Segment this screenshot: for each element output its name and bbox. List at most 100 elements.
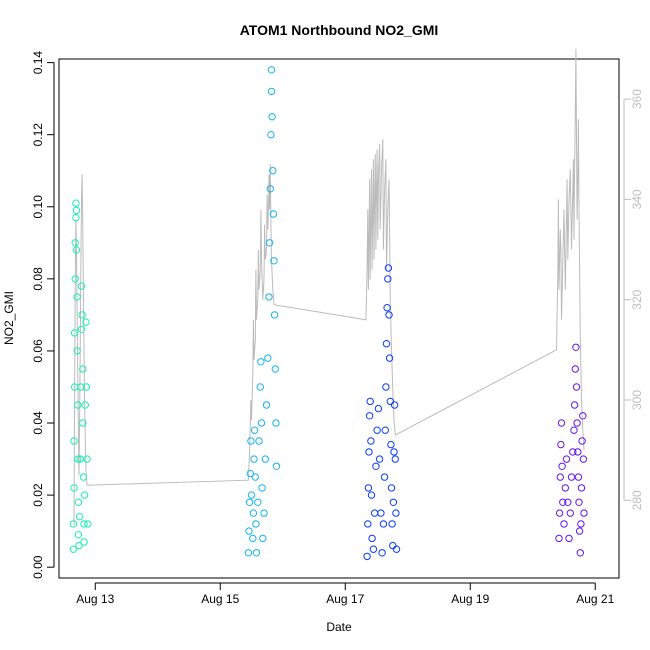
series-3 bbox=[363, 264, 401, 561]
data-point bbox=[78, 311, 86, 319]
data-point bbox=[74, 401, 82, 409]
data-point bbox=[71, 275, 79, 283]
data-point bbox=[579, 455, 588, 463]
data-point bbox=[565, 534, 573, 543]
data-point bbox=[364, 520, 372, 528]
x-tick-label: Aug 15 bbox=[201, 592, 239, 606]
data-point bbox=[391, 455, 399, 463]
y2-tick-label: 280 bbox=[630, 490, 644, 510]
data-point bbox=[392, 509, 400, 517]
x-axis-label: Date bbox=[326, 620, 352, 634]
data-point bbox=[264, 354, 272, 362]
data-point bbox=[562, 455, 571, 463]
data-point bbox=[272, 462, 281, 470]
data-point bbox=[555, 534, 563, 543]
data-point bbox=[245, 527, 253, 535]
data-point bbox=[572, 383, 581, 391]
data-point bbox=[387, 484, 396, 492]
data-point bbox=[267, 66, 276, 74]
data-point bbox=[249, 534, 257, 543]
data-point bbox=[572, 343, 580, 351]
data-point bbox=[244, 549, 253, 557]
x-tick-label: Aug 21 bbox=[576, 592, 614, 606]
data-point bbox=[385, 354, 394, 362]
data-point bbox=[267, 131, 275, 139]
data-point bbox=[247, 491, 256, 499]
data-point bbox=[267, 87, 276, 96]
data-point bbox=[390, 448, 398, 456]
data-point bbox=[564, 498, 572, 506]
data-point bbox=[573, 419, 581, 427]
data-point bbox=[389, 498, 398, 506]
data-point bbox=[574, 448, 582, 456]
data-point bbox=[73, 293, 81, 301]
data-point bbox=[82, 318, 90, 326]
plot-frame bbox=[58, 58, 620, 579]
y-tick-label: 0.06 bbox=[31, 339, 45, 363]
secondary-line-layer bbox=[73, 48, 585, 526]
data-point bbox=[80, 520, 88, 528]
data-point bbox=[559, 498, 567, 506]
data-point bbox=[575, 498, 583, 506]
data-point bbox=[269, 210, 278, 218]
data-point bbox=[255, 437, 263, 445]
data-point bbox=[69, 545, 78, 553]
data-point bbox=[271, 365, 279, 373]
y-tick-label: 0.04 bbox=[31, 411, 45, 435]
data-point bbox=[556, 473, 564, 481]
data-point bbox=[363, 552, 371, 561]
x-tick-label: Aug 13 bbox=[76, 592, 114, 606]
data-point bbox=[70, 329, 79, 337]
series-1 bbox=[69, 199, 92, 553]
data-point bbox=[72, 213, 80, 222]
data-point bbox=[366, 397, 374, 406]
data-point bbox=[577, 520, 585, 528]
data-point bbox=[266, 185, 274, 193]
data-point bbox=[555, 509, 564, 517]
y-tick-label: 0.14 bbox=[31, 51, 45, 75]
data-point bbox=[566, 509, 574, 517]
data-point bbox=[84, 520, 92, 528]
data-point bbox=[262, 401, 271, 409]
data-point bbox=[557, 440, 565, 449]
y-tick-label: 0.10 bbox=[31, 195, 45, 219]
data-point bbox=[388, 520, 396, 528]
data-point bbox=[270, 311, 279, 319]
data-point bbox=[579, 412, 587, 420]
y-tick-label: 0.12 bbox=[31, 123, 45, 147]
data-point bbox=[392, 545, 401, 553]
data-point bbox=[83, 455, 91, 463]
data-point bbox=[69, 520, 78, 528]
data-point bbox=[570, 401, 579, 409]
data-point bbox=[387, 440, 395, 449]
data-point bbox=[82, 383, 91, 391]
data-point bbox=[384, 264, 393, 272]
data-point bbox=[252, 520, 260, 528]
data-point bbox=[378, 549, 386, 557]
data-point bbox=[377, 509, 385, 517]
data-point bbox=[570, 426, 578, 434]
data-point bbox=[368, 534, 376, 543]
data-point bbox=[249, 509, 258, 517]
data-point bbox=[272, 419, 280, 427]
data-point bbox=[382, 340, 391, 348]
y2-tick-label: 340 bbox=[630, 189, 644, 209]
data-point bbox=[268, 113, 276, 121]
data-point bbox=[578, 437, 586, 445]
data-point bbox=[72, 199, 80, 207]
data-point bbox=[77, 282, 86, 290]
x-tick-label: Aug 19 bbox=[451, 592, 489, 606]
data-point bbox=[265, 293, 273, 301]
data-point bbox=[384, 275, 392, 283]
y2-tick-label: 300 bbox=[630, 390, 644, 410]
data-point bbox=[575, 527, 584, 535]
data-point bbox=[257, 419, 266, 427]
data-point bbox=[72, 246, 81, 254]
data-point bbox=[390, 401, 399, 409]
data-point bbox=[367, 437, 375, 445]
data-point bbox=[70, 437, 78, 445]
data-point bbox=[256, 383, 264, 391]
data-point bbox=[79, 473, 88, 481]
points-layer bbox=[69, 66, 588, 561]
